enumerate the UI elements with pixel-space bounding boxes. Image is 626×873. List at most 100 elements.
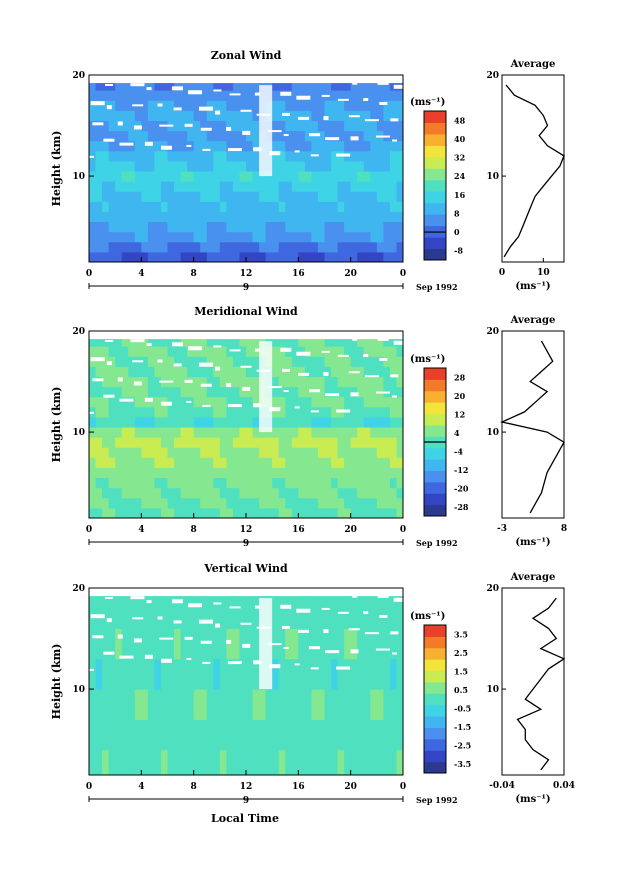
- heatmap-cell: [304, 339, 312, 347]
- heatmap-cell: [187, 497, 195, 509]
- heatmap-cell: [108, 396, 116, 408]
- heatmap-cell: [344, 477, 352, 489]
- heatmap-cell: [239, 427, 247, 438]
- heatmap-cell: [252, 477, 260, 489]
- heatmap-cell: [370, 83, 378, 91]
- heatmap-cell: [147, 658, 155, 690]
- heatmap-cell: [317, 181, 325, 192]
- gap: [269, 151, 281, 156]
- heatmap-cell: [226, 386, 234, 398]
- heatmap-cell: [317, 406, 325, 418]
- gap: [160, 145, 172, 150]
- heatmap-cell: [128, 171, 136, 182]
- heatmap-cell: [317, 346, 325, 357]
- heatmap-cell: [154, 231, 162, 243]
- heatmap-cell: [206, 366, 214, 377]
- heatmap-cell: [95, 130, 103, 142]
- heatmap-cell: [265, 221, 273, 233]
- heatmap-cell: [206, 160, 214, 172]
- heatmap-cell: [108, 719, 116, 751]
- gap: [229, 606, 241, 609]
- heatmap-cell: [252, 201, 260, 212]
- x-tick-label: 0: [400, 269, 406, 279]
- heatmap-cell: [128, 596, 136, 629]
- heatmap-cell: [396, 749, 404, 776]
- heatmap-cell: [206, 376, 214, 388]
- gap: [229, 349, 241, 352]
- heatmap-cell: [193, 376, 201, 388]
- heatmap-cell: [285, 120, 293, 132]
- heatmap-cell: [396, 346, 404, 357]
- heatmap-cell: [331, 140, 339, 152]
- heatmap-cell: [193, 386, 201, 398]
- heatmap-cell: [278, 140, 286, 152]
- heatmap-cell: [259, 191, 267, 202]
- gap: [240, 622, 252, 625]
- heatmap-cell: [134, 171, 142, 182]
- heatmap-cell: [89, 487, 97, 499]
- heatmap-cell: [102, 427, 110, 438]
- heatmap-cell: [350, 251, 358, 263]
- heatmap-cell: [304, 191, 312, 202]
- heatmap-cell: [389, 467, 397, 479]
- heatmap-cell: [180, 221, 188, 233]
- heatmap-cell: [285, 749, 293, 776]
- heatmap-cell: [383, 749, 391, 776]
- heatmap-cell: [187, 628, 195, 660]
- heatmap-cell: [272, 749, 280, 776]
- heatmap-cell: [180, 171, 188, 182]
- heatmap-cell: [331, 749, 339, 776]
- heatmap-cell: [154, 467, 162, 479]
- heatmap-cell: [337, 221, 345, 233]
- heatmap-cell: [350, 171, 358, 182]
- heatmap-cell: [298, 749, 306, 776]
- heatmap-cell: [200, 140, 208, 152]
- heatmap-cell: [95, 386, 103, 398]
- gap: [392, 395, 398, 398]
- heatmap-band: [89, 396, 404, 408]
- heatmap-cell: [141, 191, 149, 202]
- heatmap-cell: [370, 376, 378, 388]
- heatmap-cell: [389, 150, 397, 162]
- heatmap-cell: [180, 181, 188, 192]
- heatmap-cell: [187, 487, 195, 499]
- heatmap-cell: [213, 447, 221, 458]
- heatmap-cell: [278, 120, 286, 132]
- gap: [283, 647, 289, 650]
- heatmap-cell: [213, 201, 221, 212]
- heatmap-cell: [350, 719, 358, 751]
- heatmap-cell: [278, 181, 286, 192]
- heatmap-cell: [89, 376, 97, 388]
- day-label: 9: [243, 539, 249, 549]
- heatmap-cell: [115, 406, 123, 418]
- day-label: 9: [243, 283, 249, 293]
- colorbar-swatch: [424, 168, 446, 181]
- gap: [227, 404, 242, 408]
- heatmap-cell: [160, 356, 168, 367]
- heatmap-cell: [304, 719, 312, 751]
- heatmap-cell: [232, 487, 240, 499]
- heatmap-cell: [121, 211, 129, 223]
- heatmap-cell: [298, 719, 306, 751]
- heatmap-cell: [213, 497, 221, 509]
- heatmap-cell: [174, 396, 182, 408]
- heatmap-cell: [324, 231, 332, 243]
- heatmap-cell: [167, 191, 175, 202]
- heatmap-cell: [317, 83, 325, 91]
- heatmap-cell: [102, 477, 110, 489]
- average-line: [516, 597, 566, 771]
- heatmap-cell: [278, 221, 286, 233]
- heatmap-cell: [311, 120, 319, 132]
- gap: [350, 136, 359, 141]
- heatmap-cell: [252, 130, 260, 142]
- heatmap-cell: [108, 416, 116, 428]
- heatmap-cell: [232, 427, 240, 438]
- heatmap-cell: [213, 150, 221, 162]
- heatmap-cell: [121, 467, 129, 479]
- heatmap-cell: [121, 171, 129, 182]
- heatmap-cell: [180, 427, 188, 438]
- heatmap-cell: [317, 171, 325, 182]
- heatmap-cell: [193, 749, 201, 776]
- heatmap-cell: [187, 83, 195, 91]
- heatmap-cell: [252, 181, 260, 192]
